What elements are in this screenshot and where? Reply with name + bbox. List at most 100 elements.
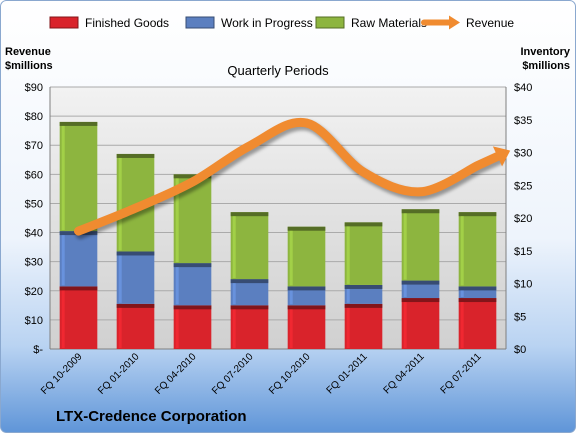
bar-edge-raw-materials (59, 121, 98, 126)
left-tick-label: $40 (25, 228, 43, 240)
bar-raw-materials (230, 212, 269, 280)
right-tick-label: $15 (514, 246, 532, 258)
left-tick-label: $30 (25, 257, 43, 269)
bar-highlight-work-in-progress (403, 284, 407, 298)
bar-highlight-raw-materials (118, 157, 122, 251)
bar-edge-raw-materials (344, 222, 383, 227)
bar-finished-goods (59, 286, 98, 349)
chart-title: LTX-Credence Corporation (56, 408, 247, 425)
left-tick-label: $90 (25, 82, 43, 94)
bar-edge-work-in-progress (458, 286, 497, 291)
right-tick-label: $35 (514, 115, 532, 127)
bar-edge-raw-materials (230, 212, 269, 217)
bar-highlight-raw-materials (175, 178, 179, 263)
bar-work-in-progress (287, 286, 326, 306)
bar-highlight-finished-goods (289, 309, 293, 348)
left-tick-label: $80 (25, 111, 43, 123)
bar-highlight-work-in-progress (61, 235, 65, 286)
right-tick-label: $30 (514, 148, 532, 160)
y-right-label-line1: Inventory (520, 46, 570, 58)
bar-highlight-raw-materials (403, 213, 407, 280)
bar-edge-work-in-progress (173, 263, 212, 268)
chart-subtitle: Quarterly Periods (227, 63, 329, 78)
left-tick-label: $- (33, 344, 43, 356)
y-right-label-line2: $millions (522, 60, 570, 72)
right-tick-label: $10 (514, 279, 532, 291)
right-axis-ticks: $0 $5 $10 $15 $20 $25 $30 $35 $40 (514, 82, 532, 356)
bar-highlight-raw-materials (61, 125, 65, 231)
bar-finished-goods (230, 305, 269, 349)
bar-edge-finished-goods (344, 303, 383, 308)
right-tick-label: $25 (514, 180, 532, 192)
bar-highlight-finished-goods (346, 307, 350, 348)
legend-label: Raw Materials (351, 16, 427, 30)
bar-raw-materials (401, 209, 440, 281)
bar-highlight-raw-materials (232, 216, 236, 279)
bar-edge-raw-materials (116, 153, 155, 158)
bar-work-in-progress (344, 284, 383, 304)
bar-raw-materials (458, 212, 497, 287)
right-tick-label: $0 (514, 344, 526, 356)
bar-edge-finished-goods (401, 298, 440, 303)
left-tick-label: $70 (25, 140, 43, 152)
left-tick-label: $60 (25, 169, 43, 181)
revenue-arrowhead (492, 146, 511, 167)
bar-highlight-finished-goods (118, 307, 122, 348)
bar-highlight-work-in-progress (460, 290, 464, 298)
bar-work-in-progress (59, 231, 98, 287)
bar-highlight-work-in-progress (289, 290, 293, 305)
bar-edge-raw-materials (401, 209, 440, 214)
bar-edge-finished-goods (230, 305, 269, 310)
legend-label: Revenue (466, 16, 514, 30)
bar-raw-materials (59, 121, 98, 232)
left-tick-label: $10 (25, 315, 43, 327)
bar-work-in-progress (401, 280, 440, 299)
bar-highlight-work-in-progress (175, 267, 179, 305)
bar-edge-work-in-progress (344, 284, 383, 289)
bar-edge-work-in-progress (401, 280, 440, 285)
legend-label: Finished Goods (85, 16, 169, 30)
legend-label: Work in Progress (221, 16, 313, 30)
bar-edge-finished-goods (458, 298, 497, 303)
bar-work-in-progress (173, 263, 212, 306)
revenue-line-path (74, 117, 502, 236)
bar-highlight-work-in-progress (232, 283, 236, 305)
y-left-label-line2: $millions (5, 60, 53, 72)
bar-finished-goods (458, 298, 497, 349)
bar-highlight-finished-goods (232, 309, 236, 348)
bar-edge-work-in-progress (230, 279, 269, 284)
bar-highlight-work-in-progress (118, 255, 122, 303)
legend-swatch (49, 16, 79, 29)
bar-highlight-finished-goods (61, 290, 65, 348)
bar-edge-raw-materials (173, 174, 212, 179)
bar-finished-goods (116, 303, 155, 349)
right-tick-label: $40 (514, 82, 532, 94)
revenue-line (74, 117, 511, 240)
bar-work-in-progress (116, 251, 155, 304)
bar-edge-finished-goods (173, 305, 212, 310)
bar-edge-finished-goods (116, 303, 155, 308)
bar-highlight-raw-materials (346, 226, 350, 284)
legend-arrow-swatch (449, 15, 460, 30)
bar-work-in-progress (230, 279, 269, 306)
bar-edge-raw-materials (287, 226, 326, 231)
right-tick-label: $5 (514, 311, 526, 323)
left-axis-ticks: $- $10 $20 $30 $40 $50 $60 $70 $80 $90 (25, 82, 44, 356)
bar-edge-finished-goods (59, 286, 98, 291)
bars (59, 121, 497, 349)
bar-edge-finished-goods (287, 305, 326, 310)
bar-highlight-work-in-progress (346, 288, 350, 303)
bar-highlight-finished-goods (403, 302, 407, 348)
bar-highlight-raw-materials (289, 230, 293, 286)
left-tick-label: $50 (25, 198, 43, 210)
bar-finished-goods (401, 298, 440, 349)
bar-edge-work-in-progress (287, 286, 326, 291)
legend: Finished Goods Work in Progress Raw Materi… (49, 15, 514, 30)
bar-finished-goods (287, 305, 326, 349)
bar-finished-goods (173, 305, 212, 349)
legend-swatch (315, 16, 345, 29)
bar-highlight-finished-goods (175, 309, 179, 348)
bar-edge-raw-materials (458, 212, 497, 217)
right-tick-label: $20 (514, 213, 532, 225)
y-left-label-line1: Revenue (5, 46, 51, 58)
